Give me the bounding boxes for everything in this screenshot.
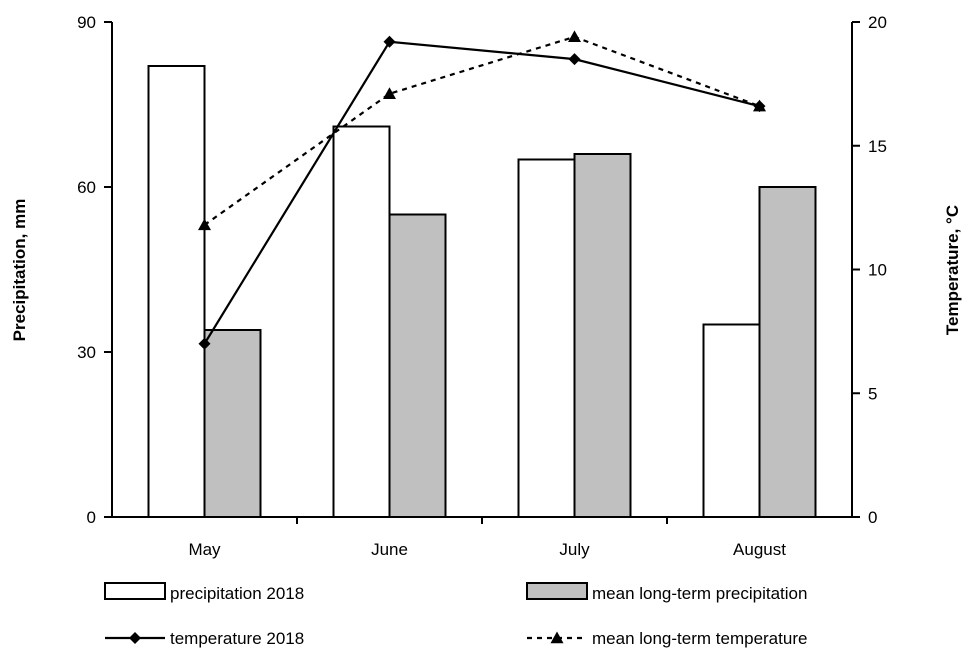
- point-mean-temperature-june: [383, 87, 396, 99]
- point-mean-temperature-august: [753, 99, 766, 112]
- point-temperature-2018-june: [383, 35, 396, 48]
- legend-temperature-2018-label: temperature 2018: [170, 629, 304, 648]
- axes-layer: [104, 21, 860, 524]
- x-tick-label: May: [188, 540, 221, 559]
- y2-axis-title: Temperature, °C: [943, 205, 962, 335]
- bar-precipitation-2018-july: [517, 158, 576, 518]
- point-temperature-2018-may: [198, 337, 211, 350]
- bar-layer: [147, 65, 817, 518]
- bar-precipitation-2018-may: [147, 65, 206, 518]
- legend-mean-precipitation-swatch: [526, 582, 588, 600]
- y-axis-title: Precipitation, mm: [10, 199, 29, 342]
- point-mean-temperature-may: [198, 218, 211, 231]
- bar-precipitation-2018-august: [702, 323, 761, 518]
- legend-mean-precipitation-label: mean long-term precipitation: [592, 584, 807, 603]
- x-tick-label: June: [371, 540, 408, 559]
- legend: precipitation 2018 mean long-term precipi…: [104, 582, 807, 648]
- x-tick-label: August: [733, 540, 786, 559]
- legend-temperature-2018-marker: [129, 632, 141, 644]
- line-mean-temperature: [203, 35, 760, 226]
- y-tick-label: 90: [77, 13, 96, 32]
- point-mean-temperature-july: [568, 30, 581, 43]
- line-layer: [198, 30, 766, 350]
- legend-mean-temperature-label: mean long-term temperature: [592, 629, 807, 648]
- tick-labels: 0 30 60 90 0 5 10 15 20 May June July August: [77, 13, 887, 559]
- y2-tick-label: 20: [868, 13, 887, 32]
- legend-precipitation-2018-swatch: [104, 582, 166, 600]
- legend-mean-temperature-marker: [550, 631, 564, 644]
- bar-mean-precipitation-july: [573, 153, 632, 518]
- y2-tick-label: 15: [868, 137, 887, 156]
- legend-precipitation-2018-label: precipitation 2018: [170, 584, 304, 603]
- y2-tick-label: 10: [868, 261, 887, 280]
- bar-mean-precipitation-june: [388, 213, 447, 518]
- bar-mean-precipitation-may: [203, 329, 262, 518]
- bar-mean-precipitation-august: [758, 186, 817, 518]
- y-tick-label: 60: [77, 178, 96, 197]
- y-tick-label: 0: [87, 508, 96, 527]
- point-temperature-2018-july: [568, 53, 581, 66]
- line-temperature-2018: [203, 40, 760, 345]
- y-tick-label: 30: [77, 343, 96, 362]
- y2-tick-label: 0: [868, 508, 877, 527]
- x-tick-label: July: [559, 540, 590, 559]
- bar-precipitation-2018-june: [332, 125, 391, 518]
- y2-tick-label: 5: [868, 384, 877, 403]
